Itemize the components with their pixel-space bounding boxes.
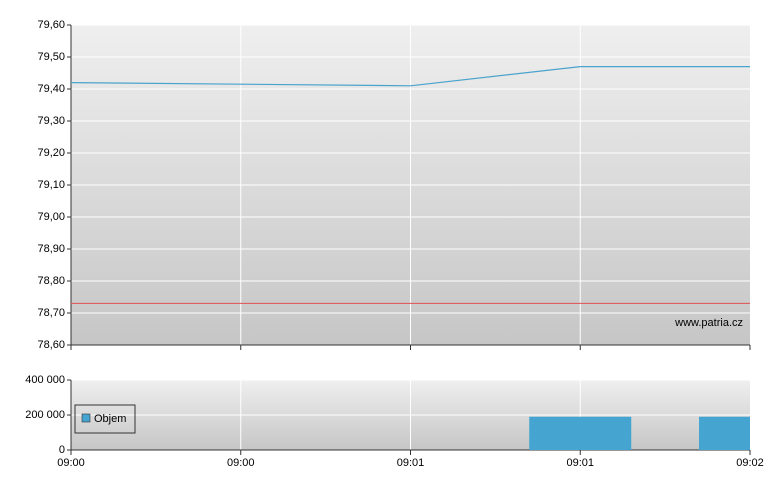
chart-layer: 78,60 78,70 78,80 78,90 79,00 79,10 79,20 79,30… — [25, 19, 764, 469]
x-tick-label: 09:00 — [227, 457, 255, 469]
legend-swatch — [81, 413, 91, 423]
y-tick-label: 78,90 — [37, 243, 65, 255]
price-line — [70, 66, 750, 87]
x-tick-label: 09:01 — [566, 457, 594, 469]
y-tick-label: 78,60 — [37, 339, 65, 351]
y-tick-label: 200 000 — [25, 409, 65, 421]
x-tick-label: 09:00 — [57, 457, 85, 469]
volume-bar — [699, 416, 750, 450]
legend-label: Objem — [94, 413, 126, 425]
y-tick-label: 78,80 — [37, 275, 65, 287]
y-tick-label: 79,40 — [37, 83, 65, 95]
volume-bar — [529, 416, 632, 450]
y-tick-label: 79,60 — [37, 19, 65, 31]
y-tick-label: 79,50 — [37, 51, 65, 63]
y-tick-label: 79,20 — [37, 147, 65, 159]
legend-box — [74, 404, 136, 434]
y-tick-label: 79,10 — [37, 179, 65, 191]
y-tick-label: 78,70 — [37, 307, 65, 319]
x-tick-label: 09:02 — [736, 457, 764, 469]
y-tick-label: 400 000 — [25, 374, 65, 386]
bars — [529, 416, 750, 450]
watermark: www.patria.cz — [674, 317, 743, 329]
y-tick-label: 79,30 — [37, 115, 65, 127]
y-tick-label: 0 — [59, 444, 65, 456]
y-tick-label: 79,00 — [37, 211, 65, 223]
x-tick-label: 09:01 — [397, 457, 425, 469]
